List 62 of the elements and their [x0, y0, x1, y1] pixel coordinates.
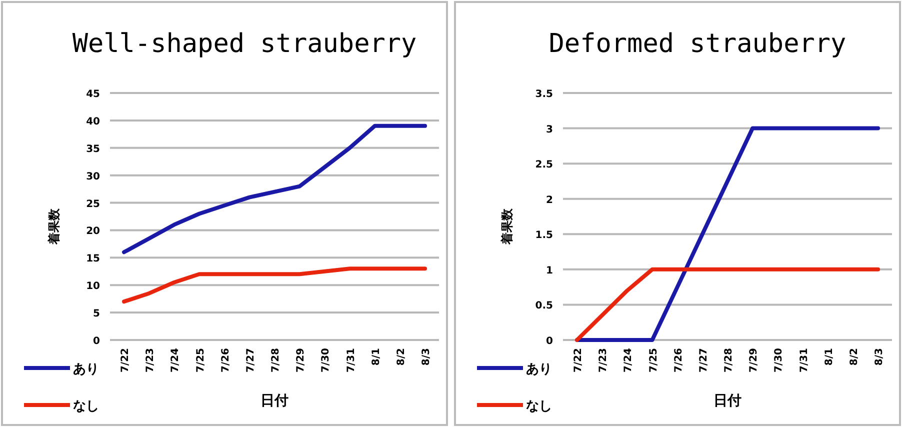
- x-axis-title: 日付: [260, 393, 288, 409]
- y-tick-label: 0.5: [535, 300, 554, 312]
- legend-label: なし: [73, 399, 99, 414]
- x-tick-label: 7/29: [748, 348, 760, 373]
- y-tick-label: 10: [86, 281, 100, 292]
- legend-label: なし: [526, 399, 552, 414]
- legend-label: あり: [526, 362, 552, 377]
- x-tick-label: 7/22: [120, 348, 131, 373]
- y-tick-label: 40: [86, 116, 100, 128]
- y-tick-label: 3.5: [535, 89, 554, 100]
- x-tick-label: 7/27: [698, 348, 710, 373]
- y-axis-title: 着果数: [47, 208, 61, 246]
- x-tick-label: 7/30: [320, 348, 332, 373]
- x-tick-label: 7/23: [598, 348, 610, 373]
- x-tick-label: 7/24: [170, 348, 182, 373]
- y-tick-label: 3: [546, 124, 554, 136]
- x-tick-label: 7/28: [724, 348, 734, 373]
- y-tick-label: 1.5: [535, 230, 554, 242]
- x-tick-label: 8/1: [824, 348, 835, 366]
- y-tick-label: 35: [86, 144, 100, 155]
- y-tick-label: 0: [93, 336, 100, 347]
- x-tick-label: 7/24: [623, 348, 634, 373]
- y-tick-label: 30: [86, 171, 100, 182]
- chart-title: Deformed strauberry: [548, 29, 846, 59]
- x-tick-label: 7/31: [346, 348, 357, 373]
- legend-label: あり: [73, 362, 99, 377]
- x-axis-title: 日付: [714, 393, 742, 409]
- x-tick-label: 7/25: [195, 348, 206, 373]
- x-tick-label: 8/2: [848, 348, 860, 366]
- y-tick-label: 45: [86, 89, 100, 100]
- x-tick-label: 7/23: [145, 348, 156, 373]
- x-tick-label: 7/25: [648, 348, 660, 373]
- legend-item: あり: [477, 362, 552, 377]
- line-series: [575, 267, 880, 342]
- legend-item: なし: [477, 399, 552, 414]
- legend-item: あり: [24, 362, 99, 377]
- x-tick-label: 7/31: [798, 348, 810, 373]
- x-tick-label: 8/3: [421, 348, 432, 366]
- y-tick-label: 2: [546, 194, 554, 206]
- x-tick-label: 7/22: [573, 348, 584, 373]
- y-axis-title: 着果数: [500, 208, 514, 246]
- line-series: [575, 126, 880, 342]
- line-series: [122, 266, 427, 304]
- x-tick-label: 7/27: [245, 348, 256, 373]
- x-tick-label: 8/3: [874, 348, 885, 366]
- chart-title: Well-shaped strauberry: [72, 29, 417, 59]
- x-tick-label: 7/28: [270, 348, 282, 373]
- y-tick-label: 20: [86, 226, 100, 238]
- y-tick-label: 15: [86, 254, 100, 265]
- y-tick-label: 1: [546, 265, 554, 276]
- y-tick-label: 0: [546, 336, 554, 347]
- x-tick-label: 7/26: [673, 348, 684, 373]
- line-series: [122, 124, 427, 254]
- legend-item: なし: [24, 399, 99, 414]
- y-tick-label: 2.5: [535, 160, 554, 171]
- x-tick-label: 8/1: [370, 348, 382, 366]
- x-tick-label: 7/29: [296, 348, 307, 373]
- x-tick-label: 7/30: [774, 348, 785, 373]
- y-tick-label: 5: [93, 308, 100, 320]
- x-tick-label: 8/2: [396, 348, 407, 366]
- y-tick-label: 25: [86, 198, 100, 210]
- x-tick-label: 7/26: [220, 348, 232, 373]
